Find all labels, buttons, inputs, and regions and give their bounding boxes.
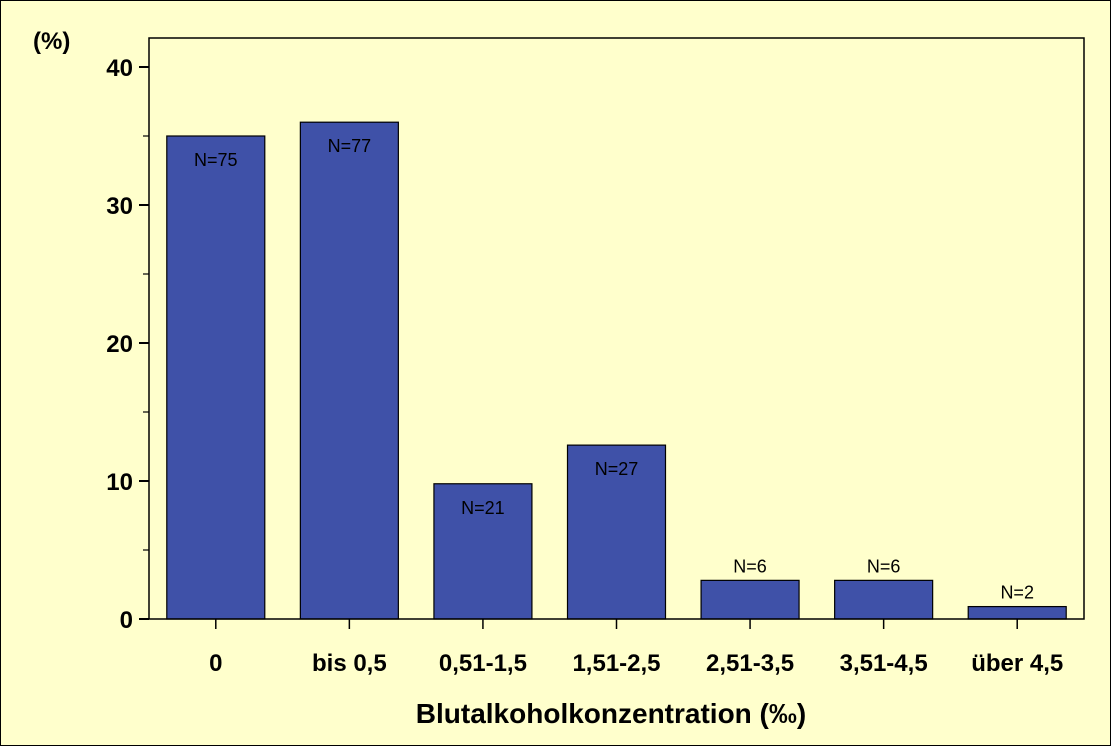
x-tick-label: 0,51-1,5 (439, 650, 527, 677)
x-tick-label: über 4,5 (971, 650, 1063, 677)
x-tick-label: 0 (209, 650, 222, 677)
data-label: N=6 (867, 556, 901, 576)
data-label: N=2 (1000, 583, 1034, 603)
x-tick-label: bis 0,5 (312, 650, 387, 677)
axes-group: 0 10 20 30 40 0 bis 0,5 0,51-1,5 1,51-2,5 2,51-3,… (106, 37, 1085, 677)
data-label: N=21 (461, 498, 505, 518)
y-tick-label: 40 (106, 55, 133, 82)
data-labels-group: N=75 N=77 N=21 N=27 N=6 N=6 N=2 (194, 136, 1034, 602)
bar (967, 605, 1067, 620)
bar (433, 483, 533, 620)
bar (299, 121, 399, 620)
y-tick-label: 30 (106, 193, 133, 220)
bar (566, 444, 667, 620)
data-label: N=77 (328, 136, 372, 156)
x-axis-title: Blutalkoholkonzentration (‰) (416, 698, 806, 729)
y-tick-label: 20 (106, 331, 133, 358)
data-label: N=6 (733, 556, 767, 576)
data-label: N=75 (194, 150, 238, 170)
bars-group (166, 121, 1067, 620)
x-tick-label: 1,51-2,5 (572, 650, 660, 677)
data-label: N=27 (595, 459, 639, 479)
y-unit-label: (%) (33, 28, 70, 55)
bar (166, 135, 266, 620)
y-tick-label: 10 (106, 469, 133, 496)
bar (834, 579, 934, 620)
bar (700, 579, 800, 620)
x-tick-label: 3,51-4,5 (840, 650, 928, 677)
x-tick-label: 2,51-3,5 (706, 650, 794, 677)
y-tick-label: 0 (120, 607, 133, 634)
